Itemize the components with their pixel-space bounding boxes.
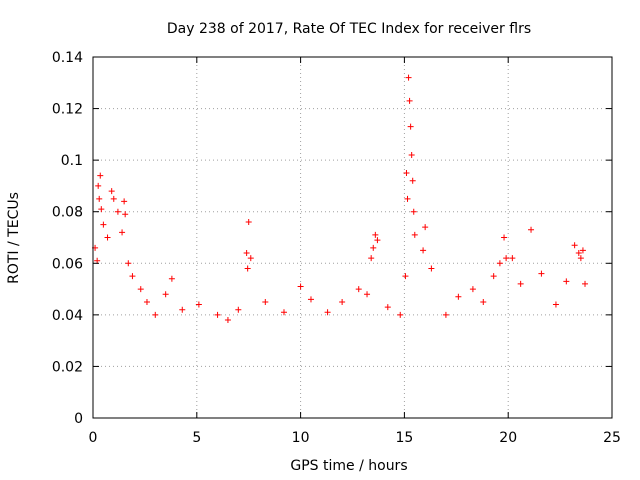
data-point [404, 195, 411, 202]
data-point [528, 226, 535, 233]
data-point [408, 151, 415, 158]
data-point [422, 224, 429, 231]
data-point [428, 265, 435, 272]
data-point [324, 309, 331, 316]
chart-title: Day 238 of 2017, Rate Of TEC Index for r… [167, 21, 531, 37]
data-point [179, 306, 186, 313]
data-point [538, 270, 545, 277]
data-point [262, 298, 269, 305]
data-point [244, 265, 251, 272]
data-point [517, 280, 524, 287]
data-point [579, 247, 586, 254]
data-point [397, 311, 404, 318]
data-point [104, 234, 111, 241]
data-point [501, 234, 508, 241]
data-point [96, 195, 103, 202]
data-point [509, 255, 516, 262]
x-tick-label: 25 [603, 430, 621, 446]
data-point [405, 74, 412, 81]
data-point [563, 278, 570, 285]
data-point [121, 198, 128, 205]
data-point [410, 208, 417, 215]
data-point [411, 231, 418, 238]
x-axis-label: GPS time / hours [290, 458, 407, 474]
y-tick-label: 0.14 [52, 50, 83, 66]
axis-ticks: 0 5 10 15 20 25 0 0.02 0.04 0.06 0.08 0.1 0.12 0.14 [52, 50, 621, 446]
data-point [280, 309, 287, 316]
data-point [214, 311, 221, 318]
data-point [168, 275, 175, 282]
data-point [503, 255, 510, 262]
data-point [409, 177, 416, 184]
data-point [575, 249, 582, 256]
data-point [162, 291, 169, 298]
y-axis-label: ROTI / TECUs [6, 192, 22, 284]
x-tick-label: 15 [395, 430, 413, 446]
data-point [407, 123, 414, 130]
data-point [247, 255, 254, 262]
data-point [384, 304, 391, 311]
data-point [152, 311, 159, 318]
data-point [490, 273, 497, 280]
data-point [108, 188, 115, 195]
data-point [406, 97, 413, 104]
data-point [571, 242, 578, 249]
data-point [97, 172, 104, 179]
data-point [137, 286, 144, 293]
y-tick-label: 0 [74, 411, 83, 427]
data-point [307, 296, 314, 303]
data-point [339, 298, 346, 305]
data-point [402, 273, 409, 280]
data-point [372, 231, 379, 238]
data-point [125, 260, 132, 267]
y-tick-label: 0.12 [52, 102, 83, 118]
x-tick-label: 0 [89, 430, 98, 446]
data-point [403, 170, 410, 177]
data-point [455, 293, 462, 300]
y-tick-label: 0.1 [61, 153, 83, 169]
data-point [95, 182, 102, 189]
data-point [442, 311, 449, 318]
data-point [480, 298, 487, 305]
data-point [243, 249, 250, 256]
data-point [100, 221, 107, 228]
grid-lines [93, 57, 612, 418]
y-tick-label: 0.02 [52, 359, 83, 375]
data-point [297, 283, 304, 290]
data-point [582, 280, 589, 287]
data-point [195, 301, 202, 308]
data-point [245, 219, 252, 226]
data-point [114, 208, 121, 215]
y-tick-label: 0.08 [52, 205, 83, 221]
data-point [552, 301, 559, 308]
data-point [110, 195, 117, 202]
data-point [577, 255, 584, 262]
y-tick-label: 0.04 [52, 308, 83, 324]
data-point [368, 255, 375, 262]
data-point [469, 286, 476, 293]
data-point [119, 229, 126, 236]
x-tick-label: 20 [499, 430, 517, 446]
data-point [374, 237, 381, 244]
plot-frame [92, 56, 613, 419]
data-points [92, 74, 589, 324]
data-point [235, 306, 242, 313]
data-point [370, 244, 377, 251]
data-point [94, 257, 101, 264]
data-point [98, 206, 105, 213]
data-point [355, 286, 362, 293]
x-tick-label: 5 [192, 430, 201, 446]
data-point [364, 291, 371, 298]
data-point [224, 317, 231, 324]
y-tick-label: 0.06 [52, 256, 83, 272]
data-point [143, 298, 150, 305]
data-point [129, 273, 136, 280]
data-point [122, 211, 129, 218]
data-point [496, 260, 503, 267]
x-tick-label: 10 [292, 430, 310, 446]
data-point [420, 247, 427, 254]
